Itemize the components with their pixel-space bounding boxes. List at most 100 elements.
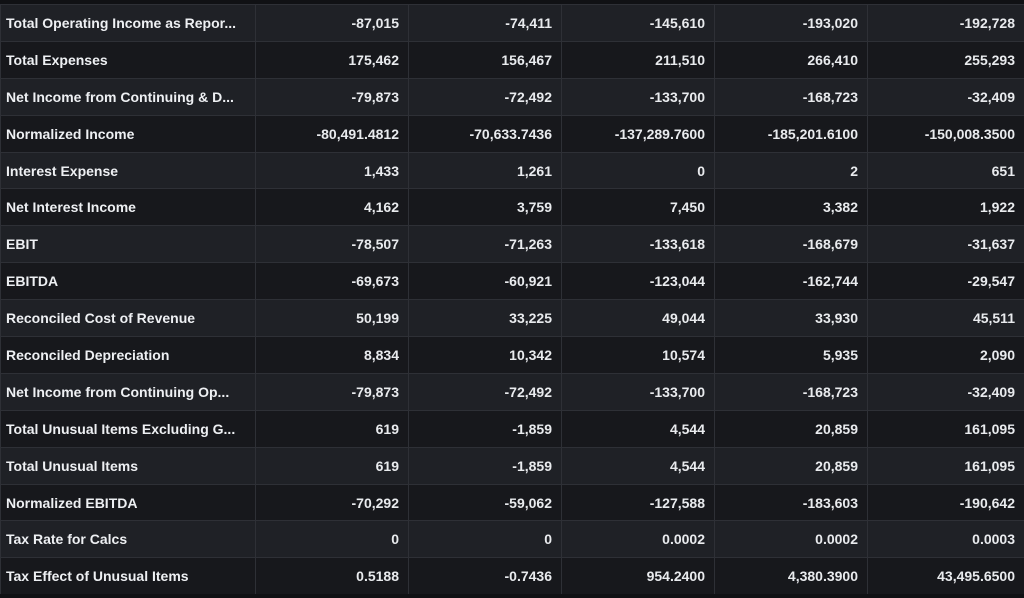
cell-value: 2,090 xyxy=(867,336,1024,374)
cell-value: 4,380.3900 xyxy=(714,557,868,594)
row-label: Total Unusual Items xyxy=(0,446,256,485)
cell-value: 4,544 xyxy=(561,446,715,485)
cell-value: -133,700 xyxy=(561,77,715,116)
table-row: Tax Rate for Calcs 0 0 0.0002 0.0002 0.0… xyxy=(0,520,1024,559)
cell-value: 5,935 xyxy=(714,336,868,374)
cell-value: -192,728 xyxy=(867,4,1024,42)
cell-value: 0.5188 xyxy=(255,557,409,594)
table-row: Total Expenses 175,462 156,467 211,510 2… xyxy=(0,40,1024,79)
cell-value: -190,642 xyxy=(867,483,1024,522)
row-label: Normalized EBITDA xyxy=(0,483,256,522)
table-row: Normalized Income -80,491.4812 -70,633.7… xyxy=(0,114,1024,153)
table-row: Net Income from Continuing & D... -79,87… xyxy=(0,77,1024,116)
cell-value: -70,292 xyxy=(255,483,409,522)
cell-value: 255,293 xyxy=(867,40,1024,79)
table-row: Normalized EBITDA -70,292 -59,062 -127,5… xyxy=(0,483,1024,522)
cell-value: -80,491.4812 xyxy=(255,114,409,153)
cell-value: 211,510 xyxy=(561,40,715,79)
row-label: Interest Expense xyxy=(0,151,256,190)
cell-value: 619 xyxy=(255,409,409,448)
table-row: Net Income from Continuing Op... -79,873… xyxy=(0,372,1024,411)
cell-value: -72,492 xyxy=(408,77,562,116)
cell-value: -74,411 xyxy=(408,4,562,42)
cell-value: 4,544 xyxy=(561,409,715,448)
cell-value: -78,507 xyxy=(255,225,409,264)
cell-value: 156,467 xyxy=(408,40,562,79)
table-row: EBIT -78,507 -71,263 -133,618 -168,679 -… xyxy=(0,225,1024,264)
cell-value: 0 xyxy=(255,520,409,559)
table-row: Reconciled Cost of Revenue 50,199 33,225… xyxy=(0,299,1024,338)
bottom-edge xyxy=(0,594,1024,598)
cell-value: -137,289.7600 xyxy=(561,114,715,153)
cell-value: -145,610 xyxy=(561,4,715,42)
cell-value: -0.7436 xyxy=(408,557,562,594)
income-statement-table: Total Operating Income as Repor... -87,0… xyxy=(0,4,1024,594)
cell-value: -59,062 xyxy=(408,483,562,522)
cell-value: -193,020 xyxy=(714,4,868,42)
cell-value: -168,723 xyxy=(714,77,868,116)
table-row: Reconciled Depreciation 8,834 10,342 10,… xyxy=(0,336,1024,374)
cell-value: 20,859 xyxy=(714,409,868,448)
row-label: EBITDA xyxy=(0,262,256,301)
cell-value: 161,095 xyxy=(867,409,1024,448)
cell-value: -127,588 xyxy=(561,483,715,522)
table-row: Tax Effect of Unusual Items 0.5188 -0.74… xyxy=(0,557,1024,594)
cell-value: -32,409 xyxy=(867,77,1024,116)
cell-value: 49,044 xyxy=(561,299,715,338)
cell-value: -69,673 xyxy=(255,262,409,301)
cell-value: -133,618 xyxy=(561,225,715,264)
row-label: Net Income from Continuing Op... xyxy=(0,372,256,411)
row-label: Total Unusual Items Excluding G... xyxy=(0,409,256,448)
cell-value: 10,574 xyxy=(561,336,715,374)
row-label: EBIT xyxy=(0,225,256,264)
cell-value: -150,008.3500 xyxy=(867,114,1024,153)
cell-value: 3,382 xyxy=(714,188,868,227)
cell-value: 0.0002 xyxy=(561,520,715,559)
cell-value: -72,492 xyxy=(408,372,562,411)
row-label: Tax Effect of Unusual Items xyxy=(0,557,256,594)
cell-value: -71,263 xyxy=(408,225,562,264)
table-row: EBITDA -69,673 -60,921 -123,044 -162,744… xyxy=(0,262,1024,301)
cell-value: 50,199 xyxy=(255,299,409,338)
cell-value: -183,603 xyxy=(714,483,868,522)
financials-table-container[interactable]: Total Operating Income as Repor... -87,0… xyxy=(0,4,1024,594)
cell-value: 651 xyxy=(867,151,1024,190)
cell-value: -70,633.7436 xyxy=(408,114,562,153)
cell-value: -162,744 xyxy=(714,262,868,301)
table-row: Interest Expense 1,433 1,261 0 2 651 xyxy=(0,151,1024,190)
row-label: Normalized Income xyxy=(0,114,256,153)
cell-value: 7,450 xyxy=(561,188,715,227)
cell-value: 161,095 xyxy=(867,446,1024,485)
row-label: Net Interest Income xyxy=(0,188,256,227)
cell-value: 4,162 xyxy=(255,188,409,227)
cell-value: -29,547 xyxy=(867,262,1024,301)
cell-value: 0.0002 xyxy=(714,520,868,559)
cell-value: -168,723 xyxy=(714,372,868,411)
cell-value: 0 xyxy=(408,520,562,559)
table-row: Net Interest Income 4,162 3,759 7,450 3,… xyxy=(0,188,1024,227)
cell-value: 1,433 xyxy=(255,151,409,190)
cell-value: -31,637 xyxy=(867,225,1024,264)
cell-value: 954.2400 xyxy=(561,557,715,594)
cell-value: 0 xyxy=(561,151,715,190)
cell-value: 175,462 xyxy=(255,40,409,79)
cell-value: 619 xyxy=(255,446,409,485)
table-row: Total Operating Income as Repor... -87,0… xyxy=(0,4,1024,42)
cell-value: -133,700 xyxy=(561,372,715,411)
cell-value: -123,044 xyxy=(561,262,715,301)
cell-value: -87,015 xyxy=(255,4,409,42)
cell-value: -168,679 xyxy=(714,225,868,264)
cell-value: -60,921 xyxy=(408,262,562,301)
row-label: Total Expenses xyxy=(0,40,256,79)
cell-value: 3,759 xyxy=(408,188,562,227)
cell-value: 33,225 xyxy=(408,299,562,338)
cell-value: 1,261 xyxy=(408,151,562,190)
cell-value: -1,859 xyxy=(408,409,562,448)
row-label: Reconciled Cost of Revenue xyxy=(0,299,256,338)
cell-value: 10,342 xyxy=(408,336,562,374)
cell-value: 33,930 xyxy=(714,299,868,338)
cell-value: 2 xyxy=(714,151,868,190)
table-row: Total Unusual Items 619 -1,859 4,544 20,… xyxy=(0,446,1024,485)
table-body: Total Operating Income as Repor... -87,0… xyxy=(0,4,1024,594)
table-row: Total Unusual Items Excluding G... 619 -… xyxy=(0,409,1024,448)
